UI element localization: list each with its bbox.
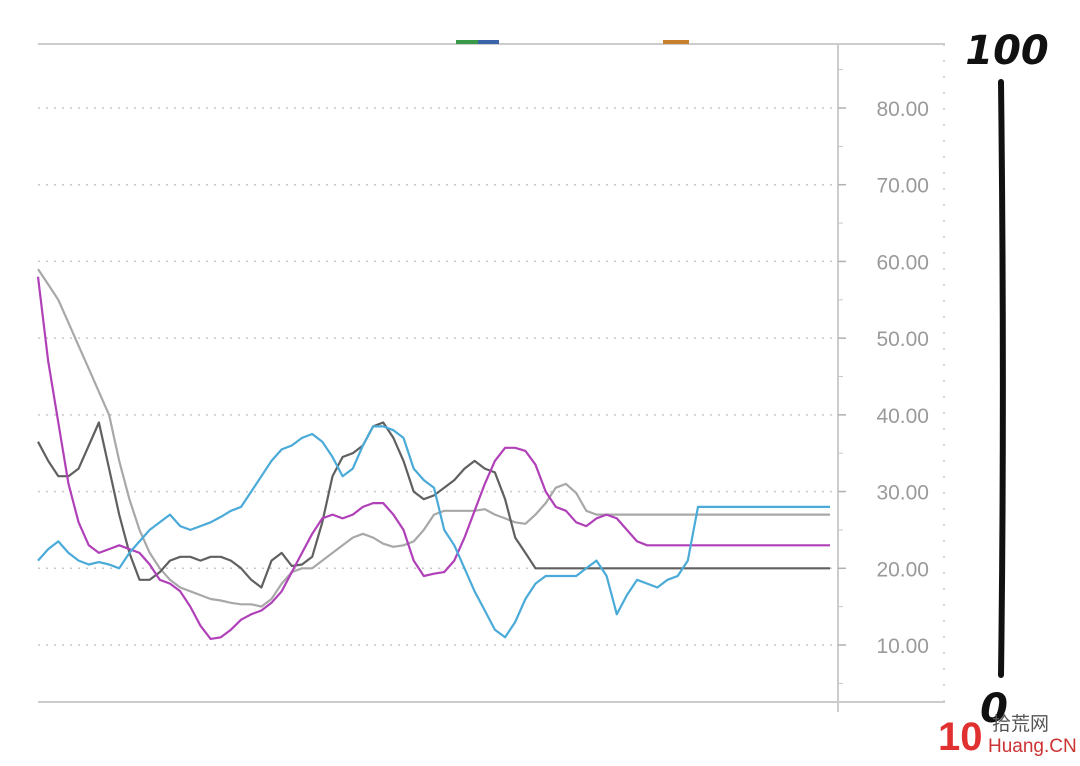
series-line [37, 425, 830, 639]
legend-swatch [663, 40, 689, 44]
y-tick-label: 60.00 [876, 251, 929, 274]
y-tick-label: 70.00 [876, 175, 929, 198]
scale-top-label: 100 [965, 28, 1049, 74]
y-axis-ticks: 80.00 70.00 60.00 50.00 40.00 30.00 20.00 10.00 [838, 69, 929, 684]
series-line [37, 268, 830, 608]
watermark: 10 拾荒网 Huang.CN [938, 713, 1077, 759]
watermark-site-cn: 拾荒网 [992, 713, 1049, 735]
scale-bar-line [998, 79, 1006, 678]
watermark-site-en: Huang.CN [988, 736, 1077, 757]
scale-bottom-label: 0 [980, 686, 1008, 732]
series-layer [36, 268, 830, 640]
y-tick-label: 50.00 [876, 328, 929, 351]
y-tick-label: 20.00 [876, 558, 929, 581]
plot-frame [38, 43, 945, 712]
scale-bar: 100 0 [965, 28, 1049, 732]
y-tick-label: 40.00 [876, 405, 929, 428]
y-tick-label: 30.00 [876, 482, 929, 505]
y-tick-label: 10.00 [876, 635, 929, 658]
series-line [37, 421, 830, 589]
legend [456, 40, 689, 44]
series-line [36, 276, 830, 640]
y-tick-label: 80.00 [876, 98, 929, 121]
watermark-logo-number: 10 [938, 715, 983, 759]
legend-swatch [478, 40, 499, 44]
legend-swatch [456, 40, 499, 44]
